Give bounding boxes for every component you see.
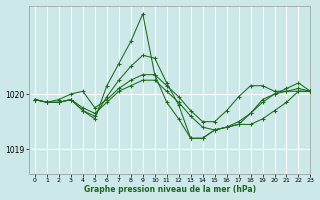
- X-axis label: Graphe pression niveau de la mer (hPa): Graphe pression niveau de la mer (hPa): [84, 185, 256, 194]
